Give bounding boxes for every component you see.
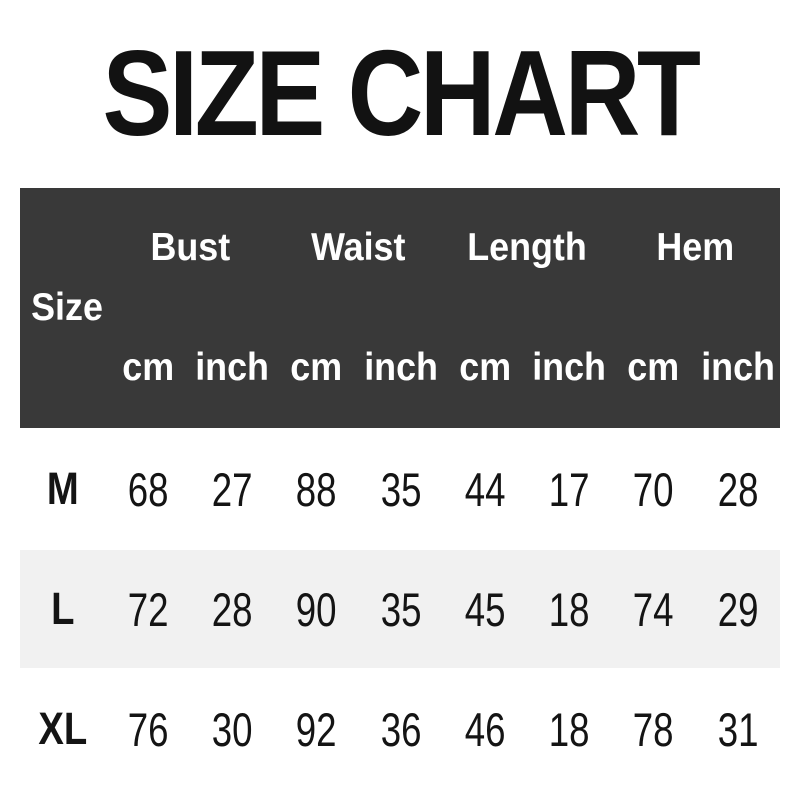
bust-inch-cell: 30 — [190, 702, 274, 757]
cell-value: 28 — [717, 462, 759, 516]
unit-label: inch — [700, 346, 775, 389]
unit-header-bust-cm: cm — [106, 308, 190, 428]
waist-cm-cell: 90 — [275, 582, 359, 637]
unit-header-hem-inch: inch — [696, 308, 780, 428]
cell-value: 72 — [127, 582, 169, 636]
length-inch-cell: 18 — [527, 582, 611, 637]
waist-cm-cell: 92 — [275, 702, 359, 757]
bust-cm-cell: 68 — [106, 462, 190, 517]
size-value: XL — [38, 703, 88, 754]
table-row-size-m: M 68 27 88 35 44 17 70 28 — [20, 428, 780, 550]
size-cell: XL — [20, 703, 106, 755]
unit-label: inch — [195, 346, 270, 389]
cell-value: 17 — [548, 462, 590, 516]
column-group-length: Length — [443, 188, 612, 308]
cell-value: 90 — [296, 582, 338, 636]
cell-value: 18 — [548, 582, 590, 636]
bust-cm-cell: 72 — [106, 582, 190, 637]
cell-value: 27 — [211, 462, 253, 516]
cell-value: 68 — [127, 462, 169, 516]
column-header-size-label: Size — [31, 286, 103, 329]
cell-value: 44 — [464, 462, 506, 516]
cell-value: 74 — [633, 582, 675, 636]
cell-value: 35 — [380, 462, 422, 516]
cell-value: 30 — [211, 702, 253, 756]
size-cell: M — [20, 463, 106, 515]
cell-value: 78 — [633, 702, 675, 756]
bust-inch-cell: 27 — [190, 462, 274, 517]
column-group-waist-label: Waist — [311, 226, 406, 269]
size-value: M — [47, 463, 79, 514]
column-header-size: Size — [20, 188, 106, 428]
column-group-length-label: Length — [467, 226, 588, 269]
column-group-waist: Waist — [275, 188, 444, 308]
table-header: Size Bust Waist Length Hem cm inch cm — [20, 188, 780, 428]
table-row-size-xl: XL 76 30 92 36 46 18 78 31 — [20, 668, 780, 790]
cell-value: 92 — [296, 702, 338, 756]
unit-header-bust-inch: inch — [190, 308, 274, 428]
unit-label: inch — [532, 346, 607, 389]
cell-value: 18 — [548, 702, 590, 756]
hem-cm-cell: 70 — [612, 462, 696, 517]
unit-label: cm — [627, 346, 680, 389]
length-cm-cell: 45 — [443, 582, 527, 637]
unit-label: cm — [459, 346, 512, 389]
length-cm-cell: 44 — [443, 462, 527, 517]
size-cell: L — [20, 583, 106, 635]
unit-header-length-cm: cm — [443, 308, 527, 428]
waist-inch-cell: 35 — [359, 462, 443, 517]
waist-cm-cell: 88 — [275, 462, 359, 517]
cell-value: 46 — [464, 702, 506, 756]
cell-value: 31 — [717, 702, 759, 756]
column-group-bust-label: Bust — [150, 226, 231, 269]
unit-header-waist-inch: inch — [359, 308, 443, 428]
column-group-hem: Hem — [612, 188, 781, 308]
length-inch-cell: 17 — [527, 462, 611, 517]
cell-value: 35 — [380, 582, 422, 636]
cell-value: 29 — [717, 582, 759, 636]
waist-inch-cell: 36 — [359, 702, 443, 757]
hem-inch-cell: 29 — [696, 582, 780, 637]
cell-value: 28 — [211, 582, 253, 636]
unit-header-hem-cm: cm — [612, 308, 696, 428]
unit-label: cm — [122, 346, 175, 389]
hem-cm-cell: 74 — [612, 582, 696, 637]
bust-inch-cell: 28 — [190, 582, 274, 637]
waist-inch-cell: 35 — [359, 582, 443, 637]
bust-cm-cell: 76 — [106, 702, 190, 757]
unit-label: cm — [290, 346, 343, 389]
cell-value: 88 — [296, 462, 338, 516]
hem-inch-cell: 31 — [696, 702, 780, 757]
unit-header-waist-cm: cm — [275, 308, 359, 428]
cell-value: 70 — [633, 462, 675, 516]
size-value: L — [51, 583, 75, 634]
cell-value: 45 — [464, 582, 506, 636]
unit-label: inch — [363, 346, 438, 389]
hem-cm-cell: 78 — [612, 702, 696, 757]
cell-value: 76 — [127, 702, 169, 756]
length-cm-cell: 46 — [443, 702, 527, 757]
table-row-size-l: L 72 28 90 35 45 18 74 29 — [20, 550, 780, 668]
cell-value: 36 — [380, 702, 422, 756]
hem-inch-cell: 28 — [696, 462, 780, 517]
length-inch-cell: 18 — [527, 702, 611, 757]
unit-header-length-inch: inch — [527, 308, 611, 428]
size-table: Size Bust Waist Length Hem cm inch cm — [20, 188, 780, 790]
column-group-hem-label: Hem — [656, 226, 735, 269]
column-group-bust: Bust — [106, 188, 275, 308]
page-title: SIZE CHART — [102, 25, 701, 161]
